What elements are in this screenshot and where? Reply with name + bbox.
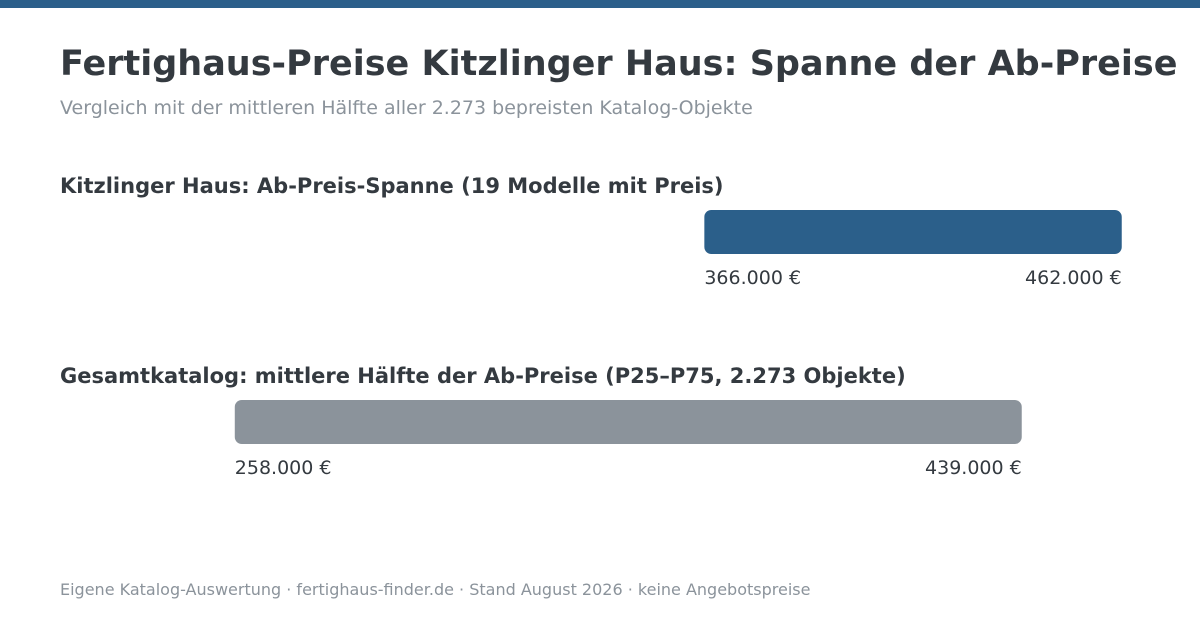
- range-bar-2: [234, 400, 1022, 444]
- range-high-label-2: 439.000 €: [925, 457, 1022, 479]
- range-high-label-1: 462.000 €: [1025, 267, 1122, 289]
- section-title-catalog: Gesamtkatalog: mittlere Hälfte der Ab-Pr…: [60, 364, 906, 388]
- page-subtitle: Vergleich mit der mittleren Hälfte aller…: [60, 97, 753, 119]
- range-low-label-2: 258.000 €: [235, 457, 332, 479]
- top-accent-bar: [0, 0, 1200, 8]
- footer-note: Eigene Katalog-Auswertung · fertighaus-f…: [60, 580, 811, 599]
- page-title: Fertighaus-Preise Kitzlinger Haus: Spann…: [60, 44, 1178, 84]
- range-bar-1: [704, 210, 1122, 254]
- section-title-kitzlinger: Kitzlinger Haus: Ab-Preis-Spanne (19 Mod…: [60, 174, 724, 198]
- range-low-label-1: 366.000 €: [704, 267, 801, 289]
